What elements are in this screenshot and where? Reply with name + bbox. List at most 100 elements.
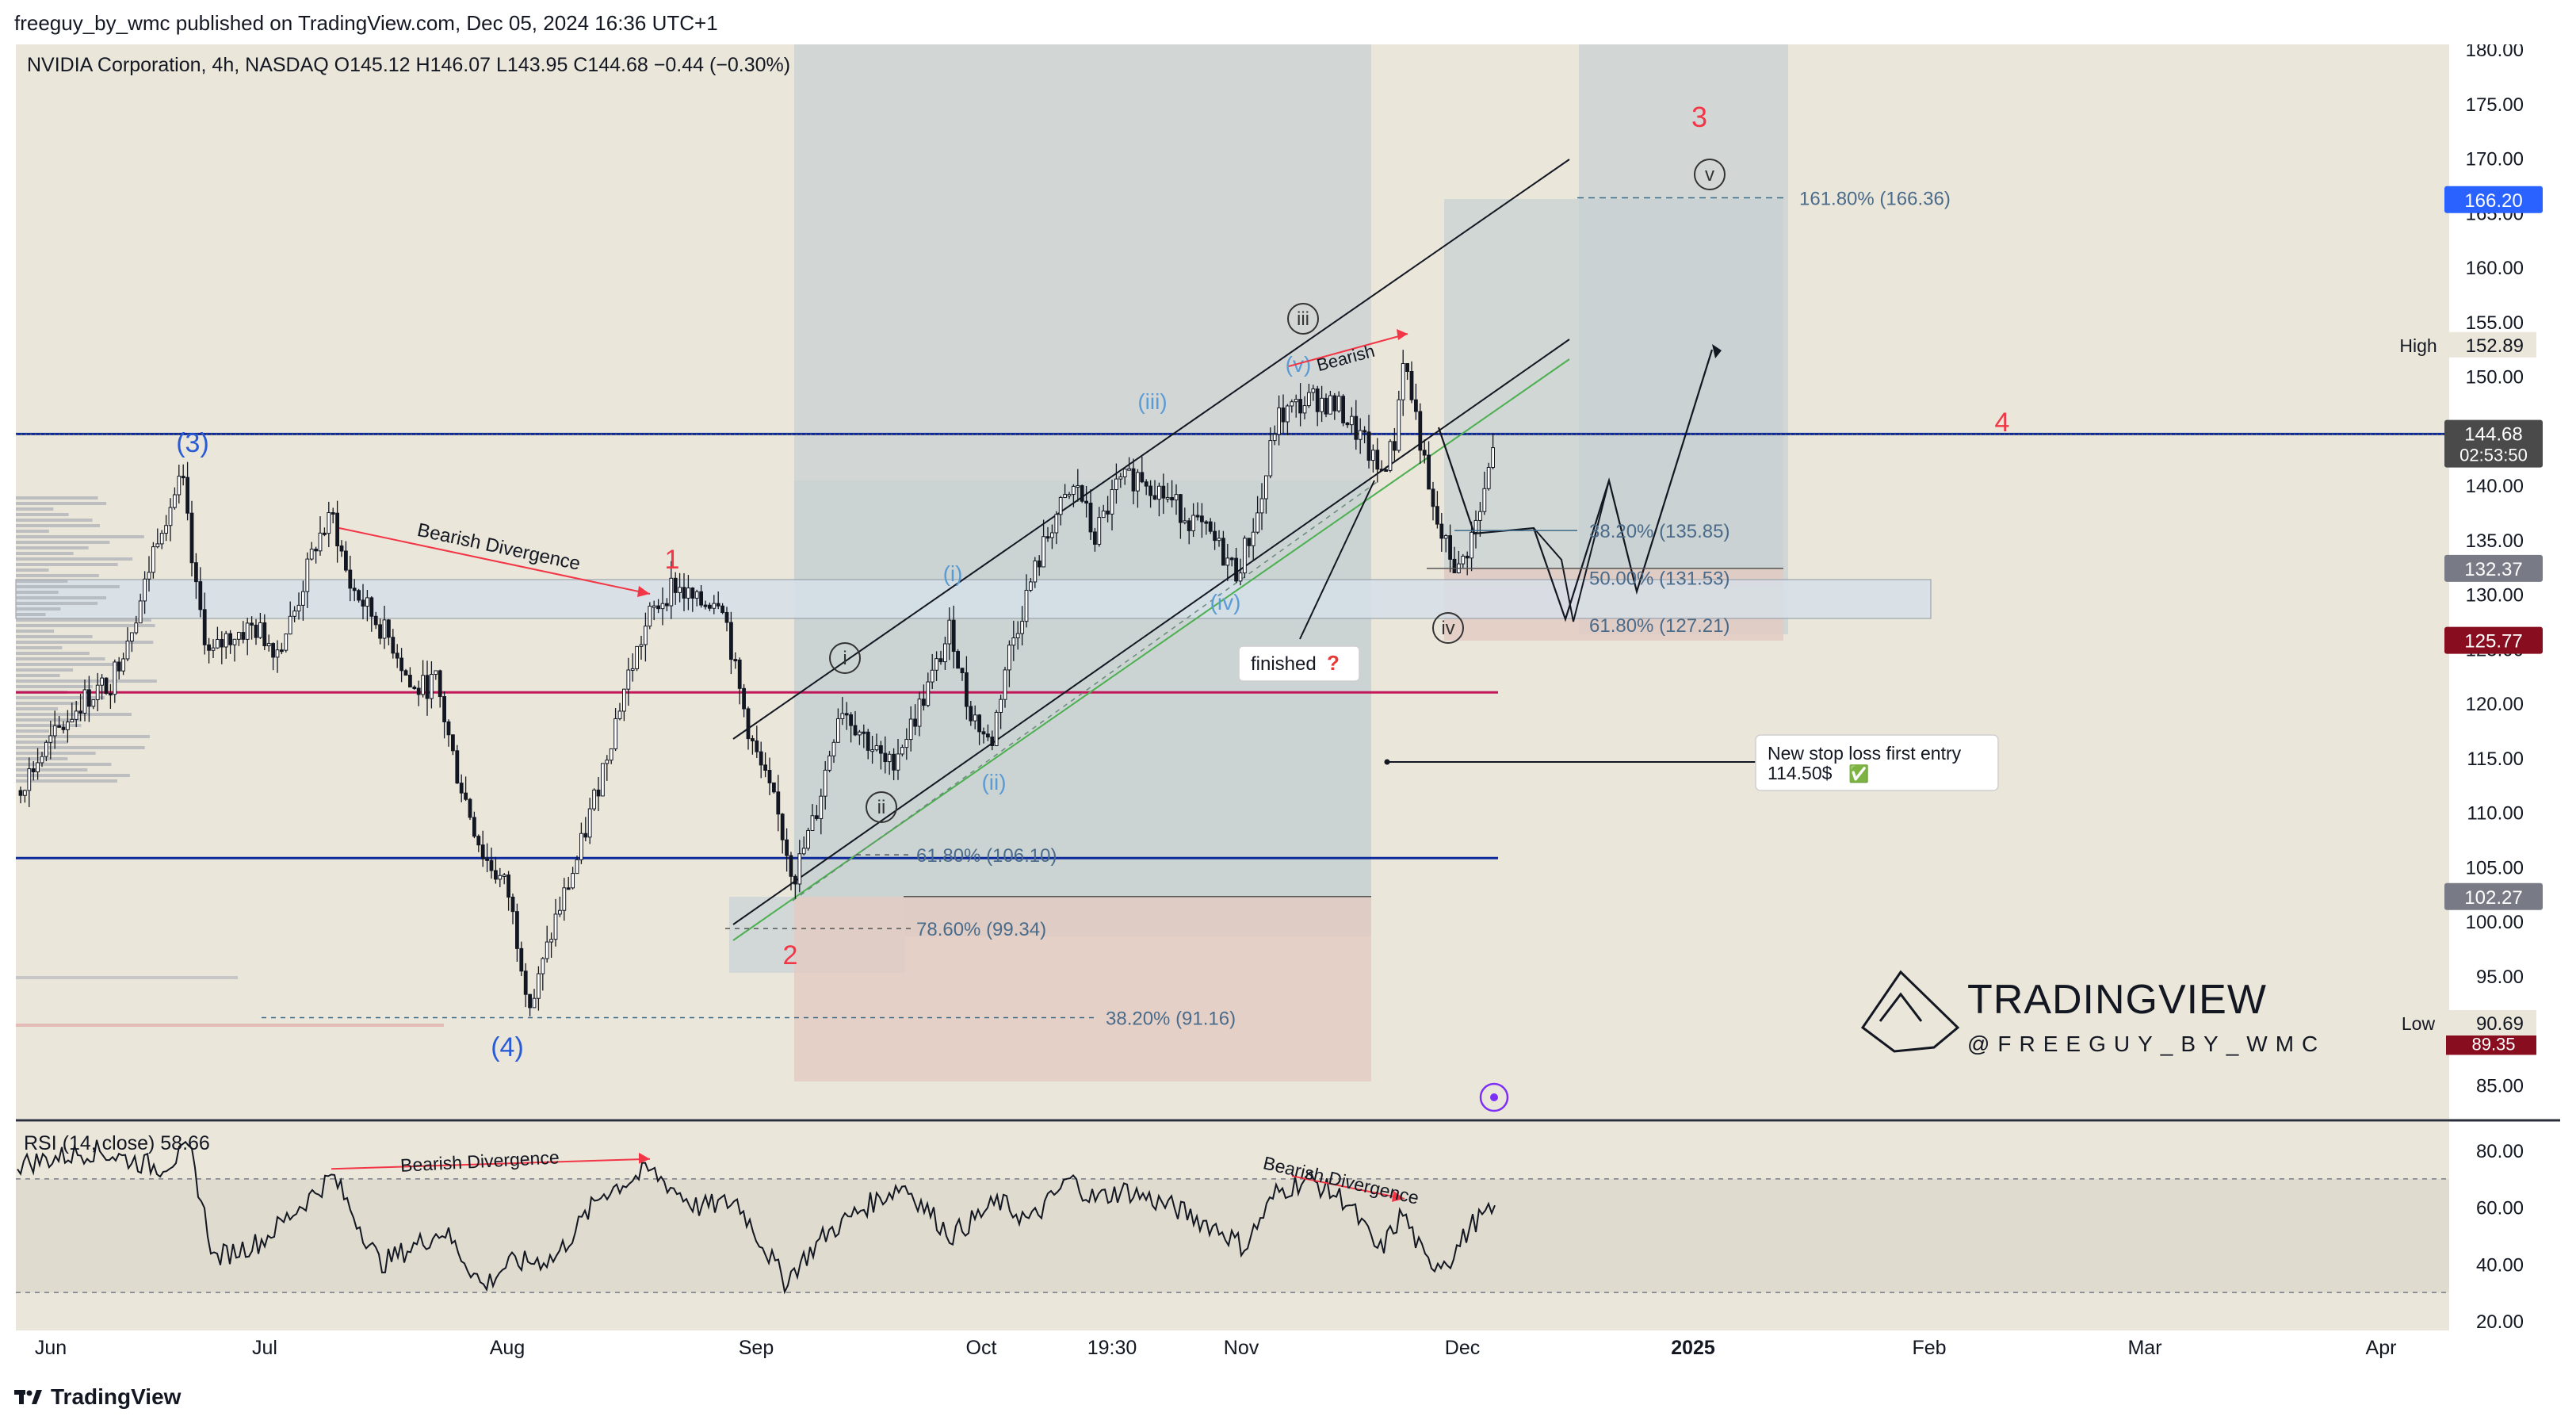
arrowhead — [1392, 1190, 1405, 1202]
candle-body — [528, 993, 533, 1009]
candle-body — [1101, 510, 1106, 519]
price-axis[interactable]: 180.00175.00170.00165.00160.00155.00150.… — [2394, 44, 2543, 1097]
candle-body — [1290, 401, 1294, 407]
candle-body — [189, 512, 194, 564]
candle-body — [806, 829, 811, 849]
candle-body — [147, 572, 151, 580]
candle-body — [207, 644, 212, 651]
low-hidden-value: 89.35 — [2471, 1034, 2515, 1054]
candle-body — [579, 833, 583, 860]
candle-body — [232, 638, 237, 645]
fib-label: 50.00% (131.53) — [1589, 568, 1729, 589]
y-tick-label: 175.00 — [2466, 94, 2524, 116]
price-badge-label: 102.27 — [2464, 887, 2522, 909]
finished-callout — [1238, 645, 1360, 682]
candle-body — [327, 512, 331, 534]
wave-label: 1 — [665, 545, 680, 575]
wave-circle — [1287, 303, 1319, 335]
volume-profile-bar — [16, 630, 55, 633]
candle-body — [416, 687, 421, 695]
candle-body — [896, 753, 900, 771]
candle-body — [562, 887, 567, 911]
candle-body — [690, 588, 695, 599]
low-tag-bg — [2394, 1010, 2443, 1036]
candle-body — [1384, 469, 1388, 472]
candle-body — [275, 649, 280, 658]
candle-body — [1204, 521, 1209, 524]
candle-body — [1431, 488, 1435, 507]
wave-label: 4 — [1995, 408, 2010, 438]
candle-body — [823, 769, 827, 797]
candle-body — [1229, 557, 1234, 561]
candle-body — [973, 714, 977, 722]
candle-body — [498, 875, 503, 880]
candle-body — [143, 578, 147, 602]
volume-profile-bar — [16, 702, 79, 705]
candle-body — [1127, 468, 1131, 471]
y-tick-label: 135.00 — [2466, 530, 2524, 552]
fib-label: 38.20% (135.85) — [1589, 521, 1729, 542]
tradingview-logo-icon — [14, 1390, 42, 1404]
candle-body — [365, 597, 369, 607]
candle-body — [309, 549, 314, 560]
candle-body — [254, 624, 258, 638]
time-axis[interactable]: Jun Jul Aug Sep Oct 19:30 Nov Dec 2025 Feb Mar Apr — [35, 1337, 2397, 1359]
candle-body — [194, 562, 198, 583]
candle-body — [720, 605, 725, 613]
y-tick-label: 160.00 — [2466, 258, 2524, 279]
candle-body — [185, 477, 189, 514]
bearish-arrow — [1288, 333, 1408, 367]
candle-body — [716, 603, 720, 607]
candle-body — [1033, 560, 1038, 583]
publish-header: freeguy_by_wmc published on TradingView.… — [0, 0, 2576, 44]
candle-body — [622, 688, 626, 712]
volume-profile-bar — [16, 713, 132, 716]
candle-body — [904, 739, 909, 748]
candle-body — [1080, 485, 1084, 502]
volume-profile-bar — [16, 557, 133, 561]
candle-body — [541, 958, 545, 974]
low-value: 90.69 — [2476, 1013, 2524, 1035]
y-tick-label: 170.00 — [2466, 149, 2524, 170]
volume-profile-bar — [16, 652, 90, 655]
x-tick-label: Nov — [1224, 1337, 1259, 1359]
candle-body — [1067, 494, 1072, 497]
candle-body — [1170, 496, 1174, 501]
candle-body — [464, 792, 468, 800]
candle-body — [592, 789, 597, 810]
price-badge-label: 132.37 — [2464, 559, 2522, 580]
candle-body — [613, 718, 618, 749]
candle-body — [703, 604, 708, 607]
candle-body — [605, 760, 610, 764]
high-value: 152.89 — [2466, 335, 2524, 357]
candle-body — [220, 638, 224, 648]
candle-body — [724, 611, 729, 623]
candle-body — [134, 622, 139, 634]
candle-body — [1213, 530, 1217, 542]
stop-loss-line2: 114.50$ — [1768, 763, 1833, 783]
candle-body — [198, 581, 203, 611]
candle-body — [1336, 396, 1341, 412]
candle-body — [699, 591, 704, 606]
rsi-band — [16, 1178, 2449, 1293]
candle-body — [797, 853, 802, 885]
volume-profile-bar — [16, 768, 88, 771]
candle-body — [451, 734, 455, 752]
candle-body — [712, 603, 717, 609]
finished-label: finished — [1251, 653, 1317, 675]
candle-body — [1307, 392, 1311, 407]
watermark-logo-icon — [1860, 970, 1960, 1053]
candle-body — [1397, 399, 1401, 451]
volume-profile-bar — [16, 1024, 444, 1027]
candle-body — [639, 644, 644, 647]
price-chart[interactable]: 161.80% (166.36) 38.20% (135.85) 50.00% (1… — [0, 44, 2576, 1373]
candle-body — [1221, 538, 1225, 566]
candle-body — [1272, 434, 1277, 442]
rsi-tick-label: 80.00 — [2476, 1141, 2524, 1162]
price-badge — [2444, 186, 2543, 213]
forecast-arrowhead — [1712, 344, 1722, 358]
candle-body — [74, 710, 78, 720]
wave-label: (i) — [943, 561, 963, 586]
channel-mid-line — [792, 480, 1380, 901]
